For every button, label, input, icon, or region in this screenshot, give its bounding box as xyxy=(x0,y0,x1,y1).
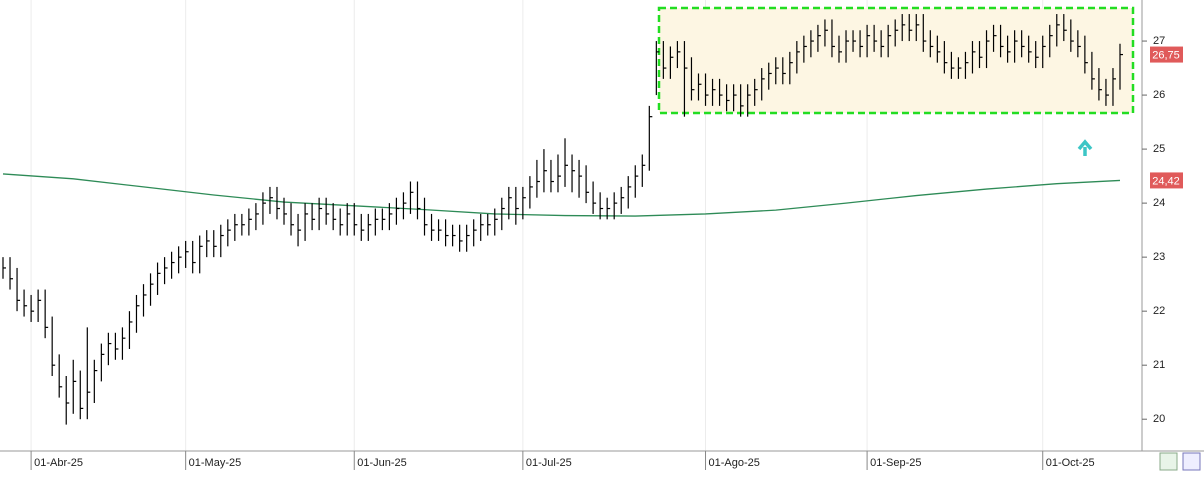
moving-average-line xyxy=(2,173,1121,217)
value-marker-label: 24,42 xyxy=(1152,175,1180,187)
y-tick-label: 20 xyxy=(1153,413,1165,425)
settings-button[interactable] xyxy=(1182,452,1201,471)
y-tick-label: 27 xyxy=(1153,35,1165,47)
x-tick-label: 01-Jun-25 xyxy=(357,457,407,469)
x-tick-label: 01-Jul-25 xyxy=(526,457,572,469)
y-tick-label: 26 xyxy=(1153,89,1165,101)
up-arrow xyxy=(1077,139,1093,156)
zoom-button[interactable] xyxy=(1159,452,1178,471)
x-tick-label: 01-Sep-25 xyxy=(870,457,921,469)
highlight-box xyxy=(657,6,1135,115)
x-tick-label: 01-Oct-25 xyxy=(1046,457,1095,469)
y-tick-label: 22 xyxy=(1153,305,1165,317)
x-tick-label: 01-May-25 xyxy=(189,457,242,469)
y-tick-label: 23 xyxy=(1153,251,1165,263)
y-tick-label: 21 xyxy=(1153,359,1165,371)
x-tick-label: 01-Ago-25 xyxy=(709,457,760,469)
y-tick-label: 24 xyxy=(1153,197,1165,209)
value-marker-label: 26,75 xyxy=(1152,49,1180,61)
y-tick-label: 25 xyxy=(1153,143,1165,155)
x-tick-label: 01-Abr-25 xyxy=(34,457,83,469)
value-marker xyxy=(1150,46,1183,63)
value-marker xyxy=(1150,172,1183,189)
